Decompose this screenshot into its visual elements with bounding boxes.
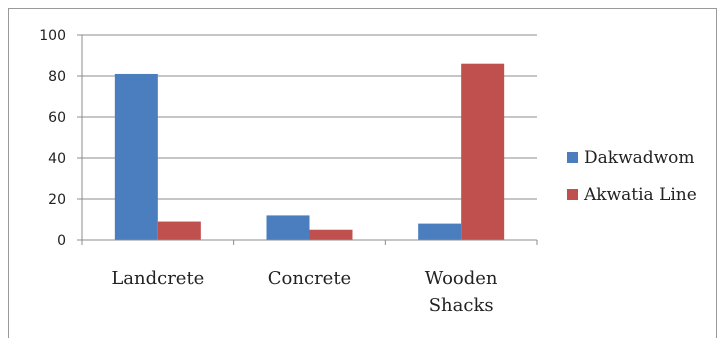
bar-akwatia-line-1 [309, 229, 353, 240]
axes [77, 34, 538, 245]
y-tick-labels: 0 20 40 60 80 100 [39, 28, 66, 249]
y-tick-label: 0 [57, 233, 66, 249]
bar-dakwadwom-1 [266, 215, 310, 240]
category-label: Landcrete [111, 268, 204, 289]
bar-dakwadwom-2 [418, 223, 462, 240]
category-label: Concrete [268, 268, 351, 289]
bar-akwatia-line-2 [461, 63, 505, 241]
y-tick-label: 20 [48, 192, 66, 208]
bar-dakwadwom-0 [114, 73, 158, 240]
legend-label: Akwatia Line [583, 185, 697, 205]
bars [114, 63, 505, 241]
bar-akwatia-line-0 [157, 221, 201, 240]
y-tick-label: 80 [48, 69, 66, 85]
legend-label: Dakwadwom [584, 148, 695, 168]
category-label: Shacks [429, 295, 494, 316]
y-tick-label: 60 [48, 110, 66, 126]
category-label: Wooden [425, 268, 498, 289]
legend-swatch [567, 152, 578, 163]
legend-swatch [567, 189, 578, 200]
category-labels: Landcrete Concrete Wooden Shacks [111, 268, 498, 316]
y-tick-label: 100 [39, 28, 66, 44]
y-tick-label: 40 [48, 151, 66, 167]
legend: Dakwadwom Akwatia Line [567, 148, 697, 205]
